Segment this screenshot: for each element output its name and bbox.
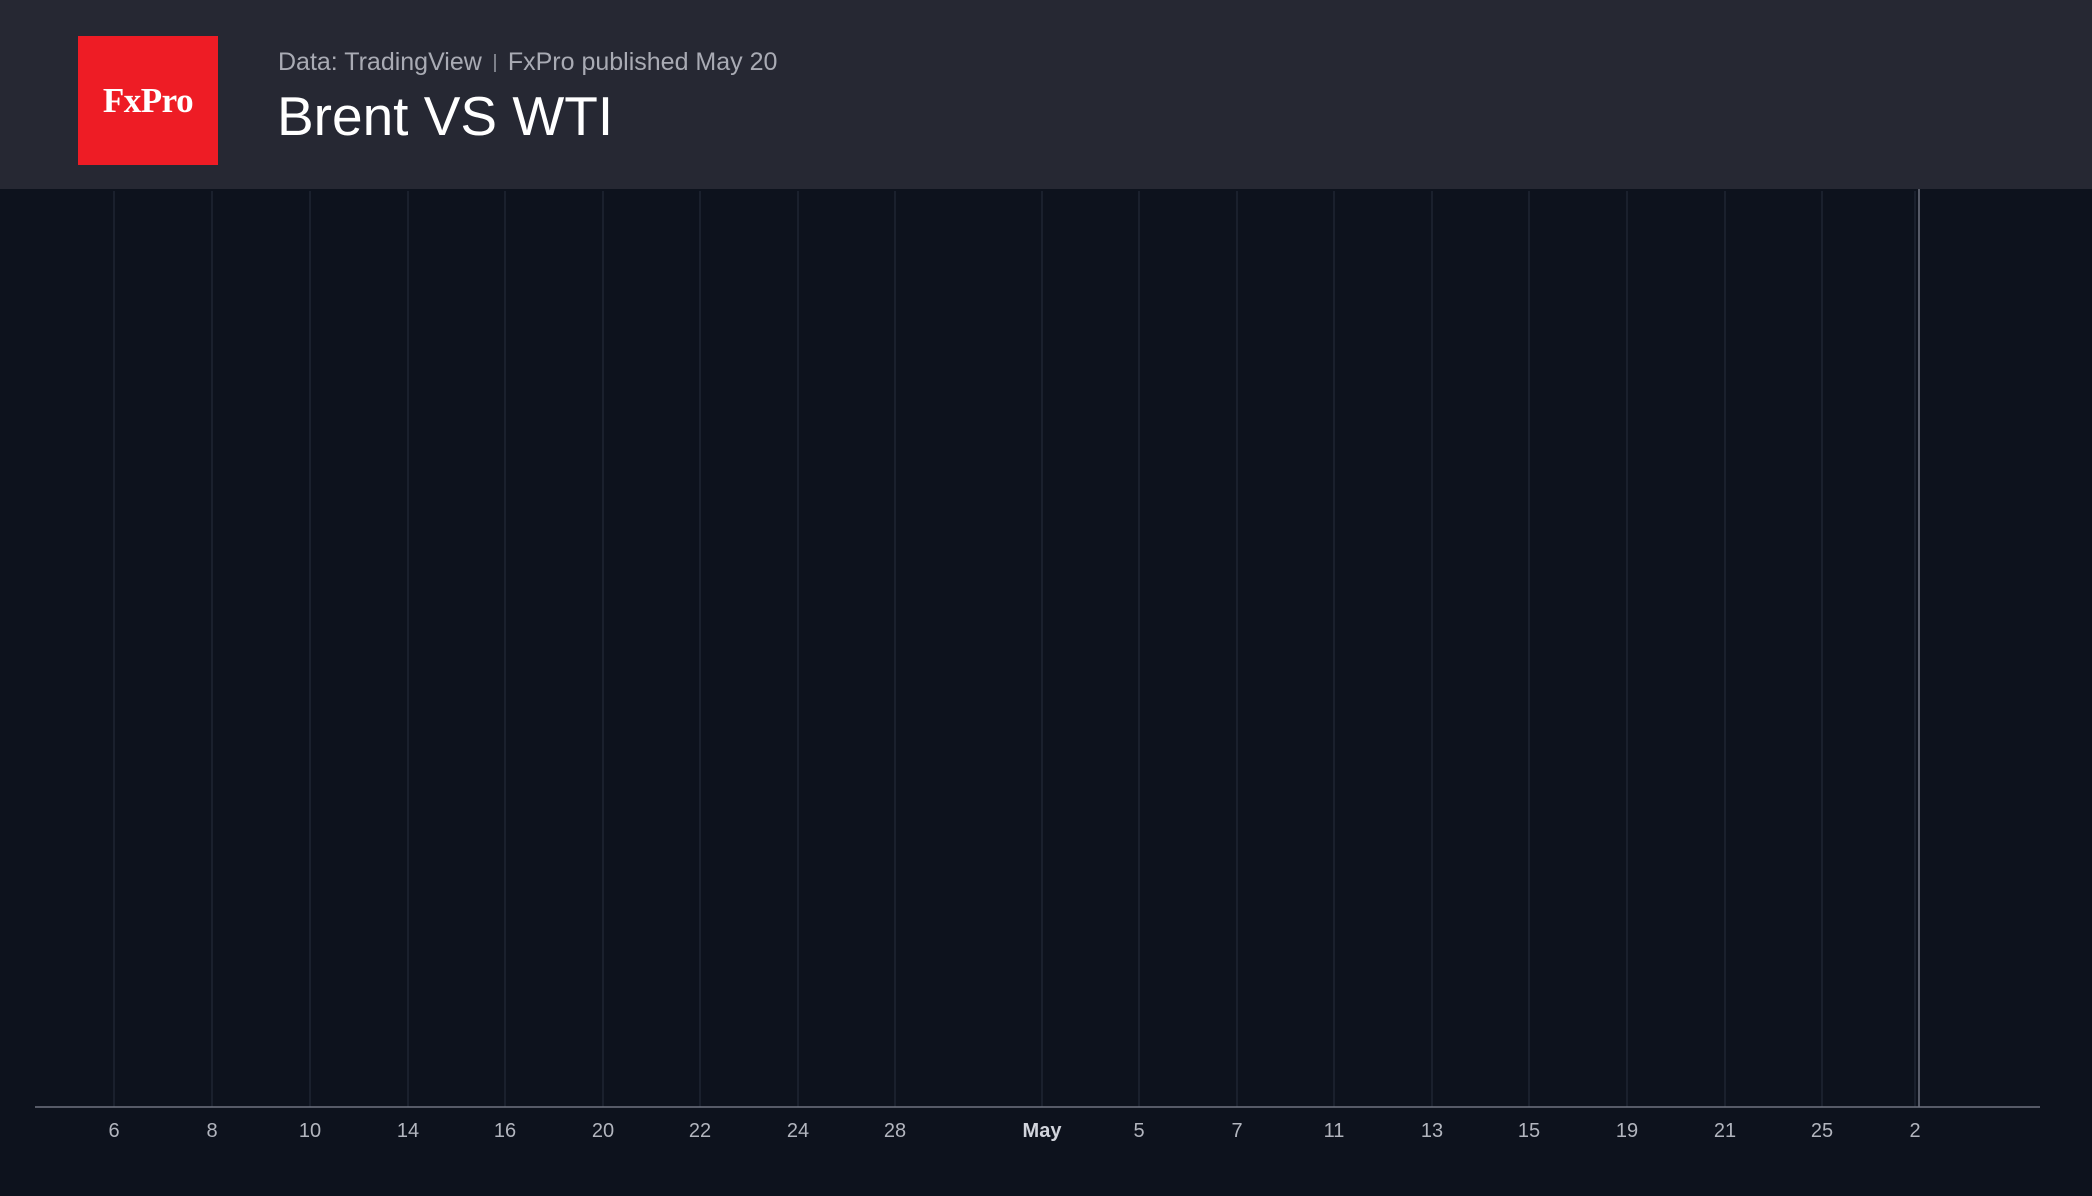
x-tick-label: 15 [1518,1120,1540,1142]
x-tick-label: 8 [206,1120,217,1142]
x-tick-label: May [1023,1120,1063,1142]
x-axis-labels: 6 8 10 14 16 20 22 24 28 May 5 7 11 13 15 19 21 25 2 [108,1120,1920,1142]
x-tick-label: 16 [494,1120,516,1142]
fxpro-logo: FxPro [78,36,218,165]
header-bar: FxPro Data: TradingView FxPro published … [0,0,2092,189]
x-tick-label: 21 [1714,1120,1736,1142]
x-tick-label: 19 [1616,1120,1638,1142]
page-title: Brent VS WTI [277,85,614,147]
x-tick-label: 5 [1133,1120,1144,1142]
published-info: FxPro published May 20 [507,48,778,76]
meta-line: Data: TradingView FxPro published May 20 [278,48,777,77]
x-tick-label: 28 [884,1120,906,1142]
x-tick-label: 10 [299,1120,321,1142]
x-tick-label: 25 [1811,1120,1833,1142]
data-source: Data: TradingView [278,48,482,76]
x-tick-label: 6 [108,1120,119,1142]
price-chart[interactable]: 124.000120.000116.000112.000104.000100.0… [0,189,2092,1196]
x-tick-label: 24 [787,1120,809,1142]
x-tick-label: 7 [1231,1120,1242,1142]
x-tick-label: 22 [689,1120,711,1142]
x-tick-label: 20 [592,1120,614,1142]
x-tick-label: 11 [1324,1120,1345,1142]
meta-separator [493,53,496,72]
x-tick-label: 2 [1909,1120,1920,1142]
logo-text: FxPro [102,80,194,120]
x-tick-label: 13 [1421,1120,1443,1142]
x-tick-label: 14 [397,1120,419,1142]
chart-grid [113,191,1916,1107]
